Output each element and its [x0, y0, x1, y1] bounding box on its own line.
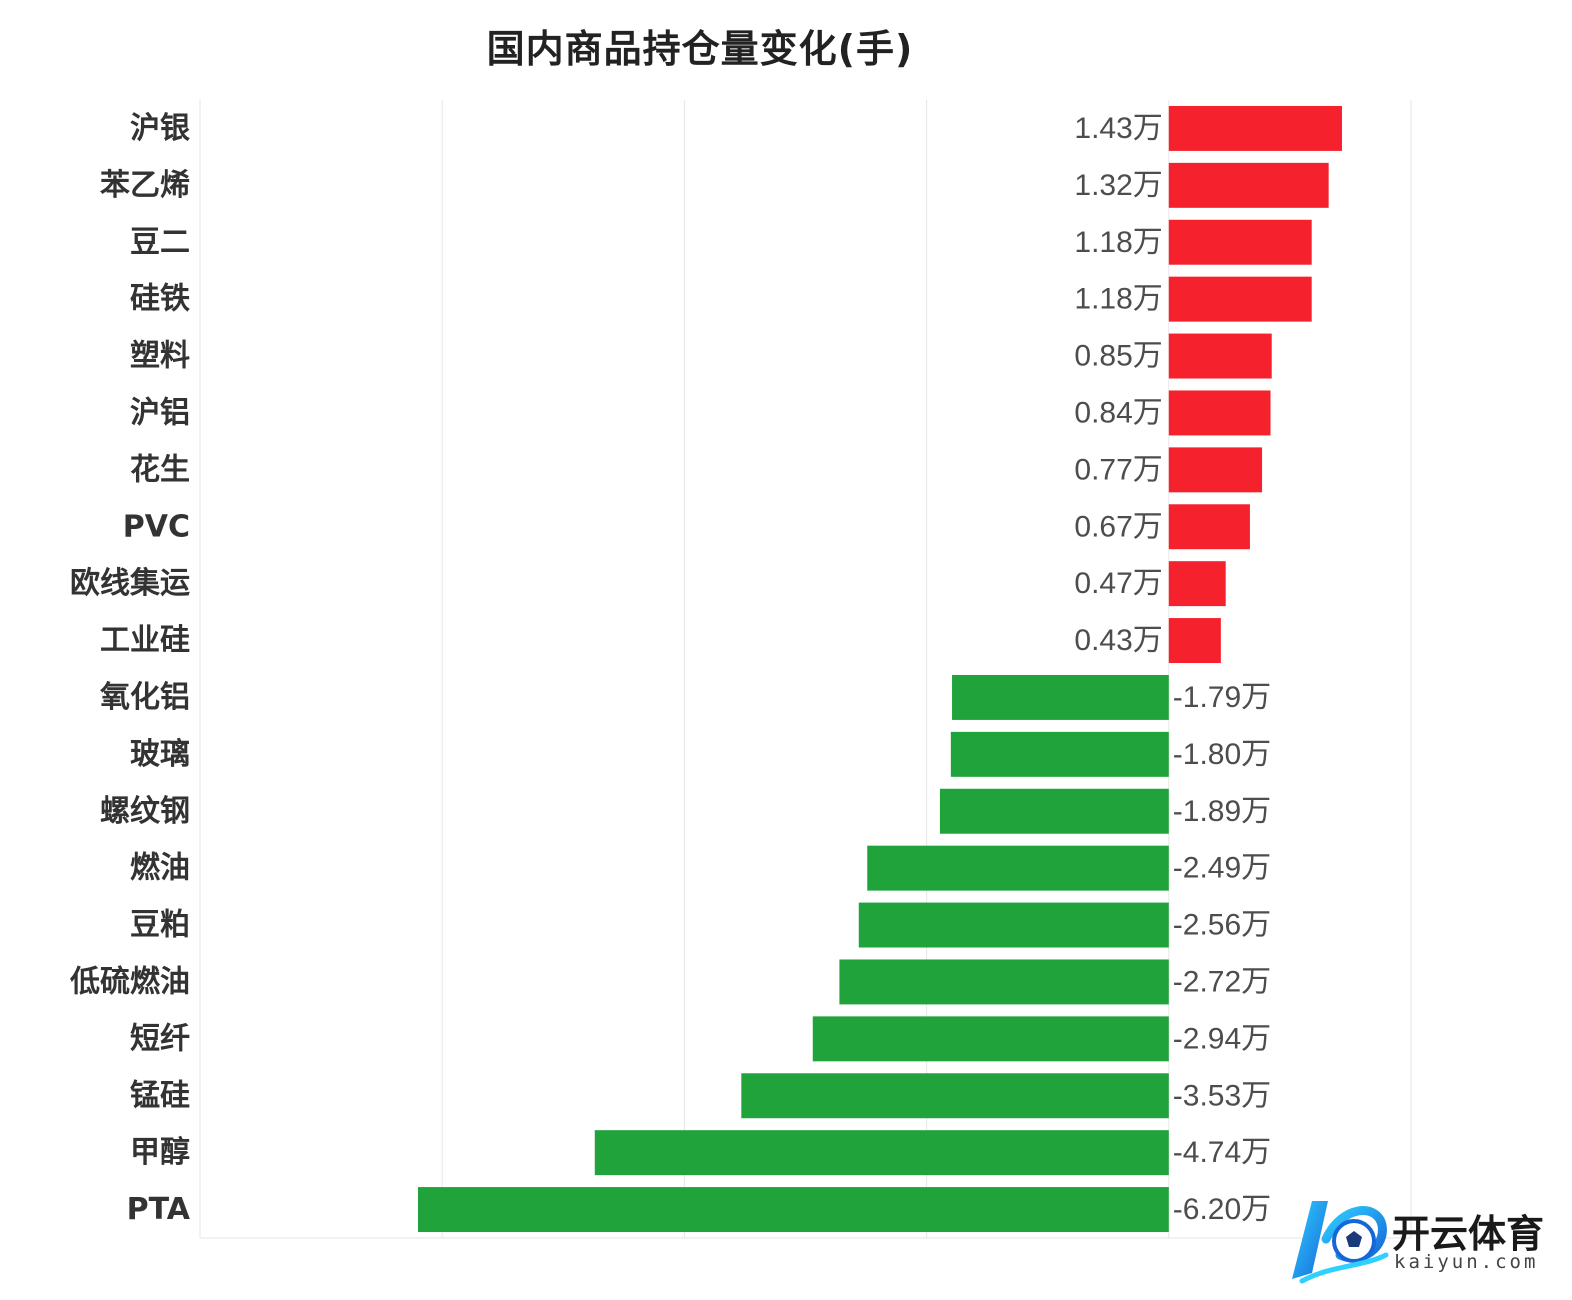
value-label: -6.20万: [1173, 1193, 1271, 1226]
bar-layer: [417, 105, 1342, 1233]
value-label: -1.80万: [1173, 738, 1271, 771]
bar: [1168, 219, 1312, 265]
category-label: 锰硅: [130, 1078, 190, 1113]
value-label: 1.18万: [1074, 226, 1162, 259]
bar: [867, 845, 1169, 891]
category-label: 沪铝: [130, 395, 190, 430]
category-label: 塑料: [130, 339, 190, 374]
bar: [1168, 618, 1221, 664]
bar: [594, 1130, 1169, 1176]
category-label: 花生: [130, 452, 190, 487]
bar: [939, 788, 1169, 834]
value-label: 0.77万: [1074, 453, 1162, 486]
bar: [839, 959, 1169, 1005]
category-label: PTA: [127, 1192, 191, 1227]
value-label: 1.32万: [1074, 169, 1162, 202]
bar: [417, 1187, 1169, 1233]
category-label: 工业硅: [100, 623, 190, 658]
value-label: 1.43万: [1074, 112, 1162, 145]
bar: [858, 902, 1169, 948]
value-label: -2.94万: [1173, 1022, 1271, 1055]
category-label: PVC: [123, 509, 190, 544]
value-label: -3.53万: [1173, 1079, 1271, 1112]
chart-title: 国内商品持仓量变化(手): [486, 27, 914, 71]
bar: [812, 1016, 1169, 1062]
bar: [1168, 333, 1272, 379]
value-label: -4.74万: [1173, 1136, 1271, 1169]
category-label: 苯乙烯: [100, 168, 190, 203]
category-label: 螺纹钢: [100, 794, 190, 829]
watermark-brand: 开云体育: [1392, 1212, 1545, 1256]
value-label: 0.84万: [1074, 396, 1162, 429]
bar: [1168, 561, 1226, 607]
category-label: 豆粕: [130, 908, 190, 943]
value-label: 0.85万: [1074, 340, 1162, 373]
category-label: 低硫燃油: [69, 964, 190, 999]
category-label: 甲醇: [130, 1135, 190, 1170]
category-label: 硅铁: [130, 282, 190, 317]
category-label: 豆二: [130, 225, 190, 260]
category-label: 玻璃: [130, 737, 190, 772]
category-label: 短纤: [130, 1021, 190, 1056]
value-label: -2.49万: [1173, 852, 1271, 885]
value-label: 0.67万: [1074, 510, 1162, 543]
value-label: -1.79万: [1173, 681, 1271, 714]
bar: [952, 674, 1169, 720]
bar: [1168, 276, 1312, 322]
category-label: 欧线集运: [70, 566, 190, 601]
bar: [1168, 447, 1263, 493]
bar: [1168, 390, 1271, 436]
bar: [1168, 162, 1329, 208]
value-label: -1.89万: [1173, 795, 1271, 828]
bar: [950, 731, 1169, 777]
kaiyun-football-logo-icon: [1292, 1201, 1389, 1284]
category-label: 氧化铝: [100, 680, 190, 715]
value-label: 0.43万: [1074, 624, 1162, 657]
bar: [1168, 105, 1342, 151]
watermark: 开云体育 kaiyun.com: [1282, 1195, 1562, 1285]
bar: [1168, 504, 1250, 550]
value-label: 1.18万: [1074, 283, 1162, 316]
watermark-domain: kaiyun.com: [1394, 1251, 1539, 1273]
grid-layer: [199, 100, 1412, 1239]
bar: [741, 1073, 1169, 1119]
category-label: 燃油: [130, 851, 190, 886]
value-label: 0.47万: [1074, 567, 1162, 600]
category-label: 沪银: [130, 111, 190, 146]
value-label: -2.56万: [1173, 909, 1271, 942]
value-label: -2.72万: [1173, 965, 1271, 998]
